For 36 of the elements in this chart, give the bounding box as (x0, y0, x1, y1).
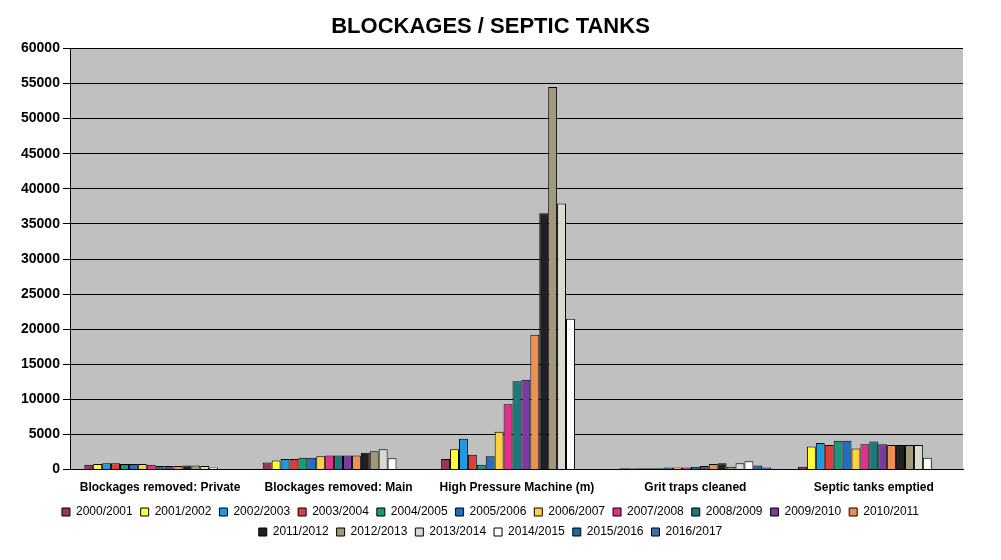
x-tick-label: Blockages removed: Private (79, 480, 241, 495)
legend-label: 2007/2008 (627, 504, 685, 519)
y-tick-label: 55000 (20, 74, 61, 91)
legend-label: 2013/2014 (429, 524, 487, 539)
y-tick-label: 60000 (20, 39, 61, 56)
y-tick-label: 10000 (20, 390, 61, 407)
legend-label: 2002/2003 (233, 504, 291, 519)
legend-label: 2009/2010 (784, 504, 842, 519)
x-tick-label: Grit traps cleaned (644, 480, 747, 495)
y-tick-label: 20000 (20, 320, 61, 337)
chart-title: BLOCKAGES / SEPTIC TANKS (331, 13, 650, 39)
legend-label: 2005/2006 (469, 504, 527, 519)
legend-label: 2011/2012 (272, 524, 329, 539)
legend-label: 2001/2002 (154, 504, 212, 519)
legend-label: 2010/2011 (863, 504, 920, 519)
y-tick-label: 15000 (20, 355, 61, 372)
x-tick-label: Septic tanks emptied (813, 480, 934, 495)
legend-label: 2016/2017 (665, 524, 723, 539)
legend-label: 2012/2013 (350, 524, 408, 539)
x-tick-label: Blockages removed: Main (264, 480, 413, 495)
y-tick-label: 45000 (20, 144, 61, 161)
legend-label: 2014/2015 (508, 524, 566, 539)
legend-label: 2008/2009 (705, 504, 763, 519)
y-tick-label: 0 (52, 460, 61, 477)
legend-label: 2006/2007 (548, 504, 606, 519)
legend-label: 2004/2005 (390, 504, 448, 519)
y-tick-label: 40000 (20, 179, 61, 196)
y-tick-label: 50000 (20, 109, 61, 126)
legend-label: 2000/2001 (75, 504, 134, 519)
legend-label: 2015/2016 (586, 524, 644, 539)
x-tick-label: High Pressure Machine (m) (439, 480, 595, 495)
legend-label: 2003/2004 (312, 504, 370, 519)
y-tick-label: 35000 (20, 214, 61, 231)
y-tick-label: 25000 (20, 284, 61, 301)
y-tick-label: 30000 (20, 249, 61, 266)
y-tick-label: 5000 (28, 425, 61, 442)
